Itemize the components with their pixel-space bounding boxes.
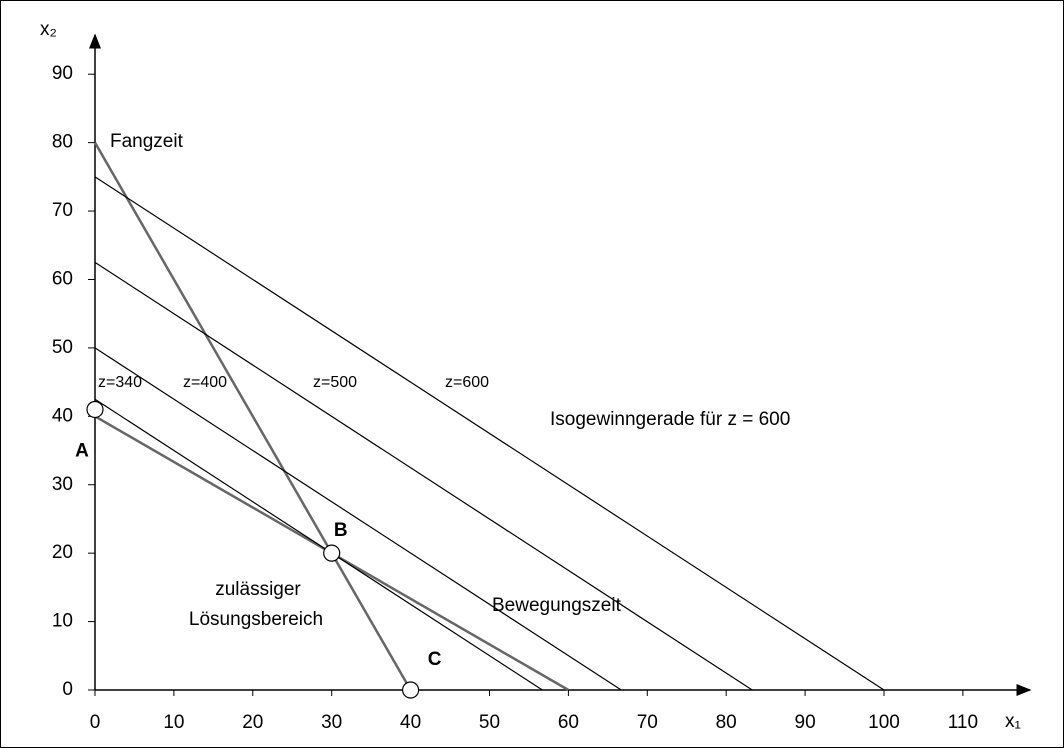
series-label: z=500 [313, 374, 357, 391]
series-line [94, 347, 622, 691]
y-tick-label: 30 [52, 474, 73, 495]
x-tick-label: 90 [795, 712, 816, 733]
series-line [94, 176, 885, 691]
x-tick-label: 40 [400, 712, 421, 733]
x-tick-label: 30 [321, 712, 342, 733]
annotation: zulässiger [215, 579, 301, 600]
y-tick-label: 40 [52, 405, 73, 426]
series-line [94, 398, 543, 691]
y-tick-label: 90 [52, 63, 73, 84]
x-tick-label: 110 [948, 712, 978, 733]
x-tick-label: 0 [90, 712, 101, 733]
point-label: A [75, 440, 89, 461]
point [323, 544, 341, 562]
point-label: C [428, 649, 442, 670]
annotation: Isogewinngerade für z = 600 [550, 409, 790, 430]
point [86, 400, 104, 419]
x-tick-label: 50 [479, 712, 500, 733]
y-tick-label: 20 [52, 542, 73, 563]
y-tick-label: 70 [52, 200, 73, 221]
x-axis-label: x₁ [1005, 711, 1021, 732]
y-tick-label: 0 [62, 679, 73, 700]
x-tick-label: 80 [716, 712, 737, 733]
point-label: B [334, 520, 348, 541]
series-label: Bewegungszeit [492, 595, 622, 616]
series-line [94, 261, 753, 691]
y-axis-label: x₂ [40, 19, 57, 40]
series-line [93, 142, 412, 691]
series-label: z=340 [98, 374, 142, 391]
y-tick-label: 60 [52, 268, 73, 289]
x-tick-label: 20 [242, 712, 263, 733]
series-label: Fangzeit [110, 131, 184, 152]
series-label: z=400 [183, 374, 227, 391]
x-tick-label: 60 [558, 712, 579, 733]
x-tick-label: 70 [637, 712, 658, 733]
point [401, 681, 420, 699]
series-label: z=600 [445, 374, 489, 391]
y-tick-label: 50 [52, 337, 73, 358]
x-tick-label: 10 [163, 712, 184, 733]
y-tick-label: 10 [52, 611, 73, 632]
annotation: Lösungsbereich [189, 609, 323, 630]
y-tick-label: 80 [52, 132, 73, 153]
x-tick-label: 100 [868, 712, 900, 733]
